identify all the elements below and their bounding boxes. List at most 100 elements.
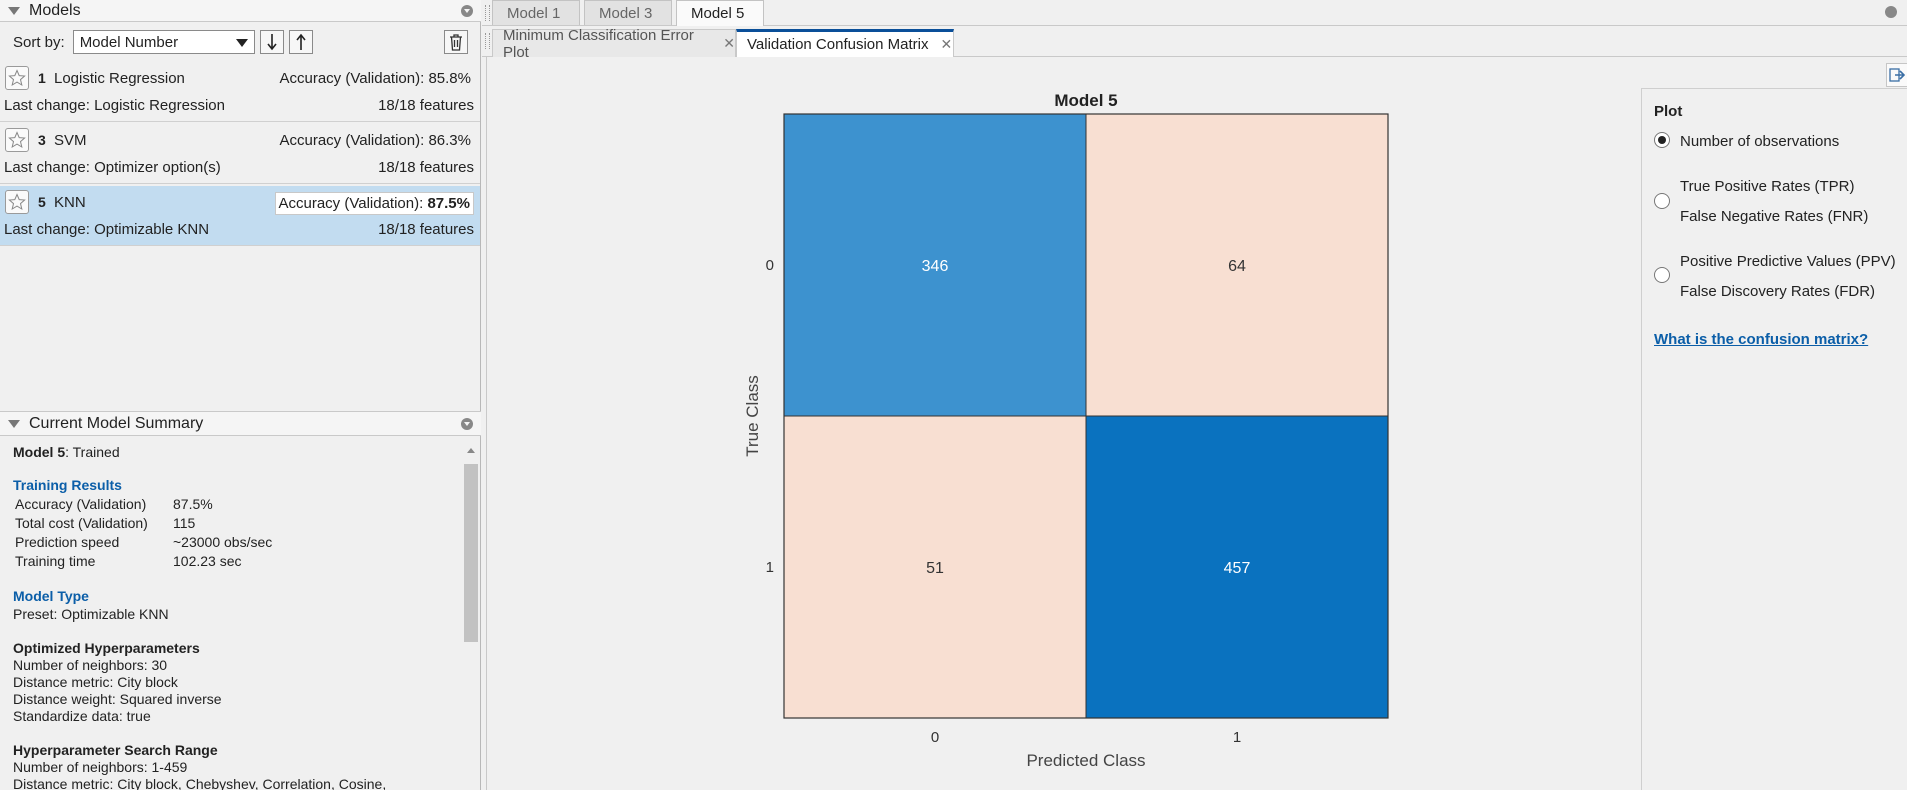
model-row-5[interactable]: 5 KNN Accuracy (Validation): 87.5% Last … (0, 186, 480, 246)
panel-menu-icon[interactable] (461, 4, 473, 17)
tab-label: Validation Confusion Matrix (747, 36, 929, 53)
export-plot-button[interactable] (1886, 63, 1907, 87)
favorite-star-button[interactable] (5, 66, 29, 90)
accuracy-label: Accuracy (Validation): (278, 195, 424, 212)
radio-number-of-observations[interactable] (1654, 132, 1670, 148)
option-label: False Negative Rates (FNR) (1680, 208, 1869, 225)
sort-bar: Sort by: Model Number (0, 24, 480, 60)
hyperparameter: Distance weight: Squared inverse (13, 691, 222, 707)
result-value: 115 (173, 515, 196, 531)
sort-select-value: Model Number (79, 33, 179, 51)
model-last-change: Last change: Optimizable KNN (4, 221, 210, 238)
plot-options-panel: Plot Number of observations True Positiv… (1641, 88, 1907, 790)
sort-select[interactable]: Model Number (72, 30, 255, 54)
export-arrow-icon (1889, 68, 1905, 82)
result-key: Total cost (Validation) (15, 515, 148, 531)
result-value: 87.5% (173, 496, 213, 512)
confusion-matrix-help-link[interactable]: What is the confusion matrix? (1654, 331, 1869, 348)
arrow-up-icon (296, 33, 306, 50)
summary-model-name: Model 5 (13, 444, 66, 460)
summary-scrollbar[interactable] (463, 444, 479, 790)
models-panel: Models Sort by: Model Number 1 Logistic … (0, 0, 481, 790)
favorite-star-button[interactable] (5, 128, 29, 152)
model-row-1[interactable]: 1 Logistic Regression Accuracy (Validati… (0, 62, 480, 122)
result-row: Prediction speed ~23000 obs/sec (15, 534, 272, 550)
accuracy-label: Accuracy (Validation): (279, 70, 425, 87)
sort-ascending-button[interactable] (259, 30, 284, 54)
result-key: Training time (15, 553, 96, 569)
collapse-triangle-icon[interactable] (8, 6, 20, 15)
model-type-heading: Model Type (13, 588, 89, 604)
tab-model-1[interactable]: Model 1 (492, 0, 580, 25)
drag-grip-icon[interactable] (485, 5, 490, 21)
result-key: Accuracy (Validation) (15, 496, 147, 512)
star-icon (8, 131, 26, 149)
tab-label: Model 3 (599, 4, 653, 22)
models-panel-title: Models (29, 1, 81, 19)
document-menu-icon[interactable] (1885, 6, 1897, 18)
sort-descending-button[interactable] (288, 30, 313, 54)
result-key: Prediction speed (15, 534, 120, 550)
model-features: 18/18 features (378, 97, 474, 114)
collapse-triangle-icon[interactable] (8, 419, 20, 428)
option-label: True Positive Rates (TPR) (1680, 178, 1855, 195)
result-row: Training time 102.23 sec (15, 553, 242, 569)
model-name: Logistic Regression (54, 70, 185, 87)
accuracy-value: 86.3% (428, 132, 471, 149)
model-accuracy: Accuracy (Validation): 87.5% (274, 192, 474, 215)
close-icon[interactable]: ✕ (723, 35, 735, 51)
hyperparameter: Standardize data: true (13, 708, 151, 724)
model-name: KNN (54, 194, 86, 211)
summary-panel-header[interactable]: Current Model Summary (0, 411, 481, 436)
scroll-up-arrow-icon[interactable] (467, 448, 475, 453)
model-preset: Preset: Optimizable KNN (13, 606, 169, 622)
model-features: 18/18 features (378, 159, 474, 176)
panel-menu-icon[interactable] (461, 417, 473, 430)
optimized-hyperparameters-heading: Optimized Hyperparameters (13, 640, 200, 656)
model-number: 1 (38, 70, 46, 86)
hyperparameter: Number of neighbors: 30 (13, 657, 168, 673)
model-row-3[interactable]: 3 SVM Accuracy (Validation): 86.3% Last … (0, 124, 480, 184)
models-panel-header[interactable]: Models (0, 0, 481, 22)
model-features: 18/18 features (378, 221, 474, 238)
scroll-thumb[interactable] (464, 464, 478, 642)
arrow-down-icon (267, 34, 277, 51)
current-model-summary: Model 5: Trained Training Results Accura… (0, 436, 480, 790)
tab-model-3[interactable]: Model 3 (584, 0, 672, 25)
tab-label: Model 5 (691, 5, 745, 22)
model-number: 3 (38, 132, 46, 148)
tab-validation-confusion-matrix[interactable]: Validation Confusion Matrix ✕ (736, 29, 954, 57)
model-accuracy: Accuracy (Validation): 86.3% (277, 130, 475, 151)
trash-icon (450, 34, 462, 51)
plot-tab-bar: Minimum Classification Error Plot ✕ Valid… (482, 27, 1907, 61)
sort-label: Sort by: (13, 33, 65, 51)
close-icon[interactable]: ✕ (940, 36, 953, 52)
summary-status: Model 5: Trained (13, 444, 120, 460)
search-range-heading: Hyperparameter Search Range (13, 742, 218, 758)
tab-label: Minimum Classification Error Plot (503, 26, 694, 61)
chevron-down-icon (235, 39, 248, 47)
result-row: Total cost (Validation) 115 (15, 515, 195, 531)
result-value: 102.23 sec (173, 553, 242, 569)
tab-model-5[interactable]: Model 5 (676, 0, 764, 26)
favorite-star-button[interactable] (5, 190, 29, 214)
summary-body: Model 5: Trained Training Results Accura… (0, 436, 460, 790)
option-label: False Discovery Rates (FDR) (1680, 283, 1876, 300)
search-range-item: Number of neighbors: 1-459 (13, 759, 188, 775)
model-accuracy: Accuracy (Validation): 85.8% (277, 68, 475, 89)
option-label: Positive Predictive Values (PPV) (1680, 253, 1896, 270)
drag-grip-icon[interactable] (485, 33, 490, 49)
radio-ppv-fdr[interactable] (1654, 267, 1670, 283)
radio-tpr-fnr[interactable] (1654, 193, 1670, 209)
delete-model-button[interactable] (444, 30, 468, 54)
summary-panel-title: Current Model Summary (29, 414, 204, 432)
search-range-item: Distance metric: City block, Chebyshev, … (13, 776, 387, 790)
hyperparameter: Distance metric: City block (13, 674, 178, 690)
tab-min-classification-error-plot[interactable]: Minimum Classification Error Plot ✕ (492, 27, 736, 61)
tab-label: Model 1 (507, 4, 561, 22)
model-number: 5 (38, 194, 46, 210)
summary-status-text: : Trained (65, 444, 120, 460)
star-icon (8, 69, 26, 87)
training-results-heading: Training Results (13, 477, 122, 493)
model-last-change: Last change: Logistic Regression (4, 97, 225, 114)
